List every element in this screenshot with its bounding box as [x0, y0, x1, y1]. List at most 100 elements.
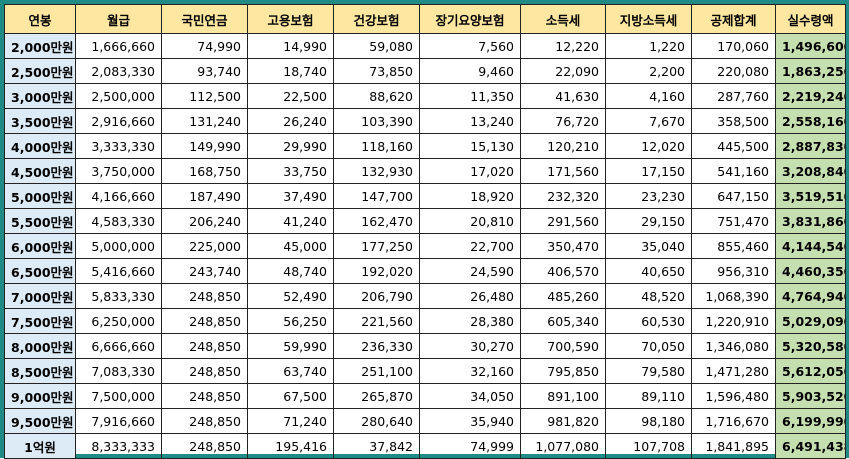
cell-national-pension: 168,750	[161, 158, 248, 184]
cell-employment-insurance: 41,240	[247, 208, 334, 234]
header-annual-salary: 연봉	[4, 4, 76, 34]
cell-local-income-tax: 48,520	[605, 283, 692, 309]
table-row: 8,000만원 6,666,660 248,850 59,990 236,330 30,2…	[4, 333, 846, 359]
cell-long-term-care: 22,700	[419, 233, 521, 259]
cell-employment-insurance: 71,240	[247, 408, 334, 434]
cell-local-income-tax: 7,670	[605, 108, 692, 134]
cell-annual-salary: 2,500만원	[4, 58, 76, 84]
cell-annual-salary: 9,500만원	[4, 408, 76, 434]
cell-long-term-care: 9,460	[419, 58, 521, 84]
cell-annual-salary: 3,000만원	[4, 83, 76, 109]
cell-employment-insurance: 45,000	[247, 233, 334, 259]
cell-total-deduction: 220,080	[691, 58, 776, 84]
cell-total-deduction: 170,060	[691, 33, 776, 59]
cell-employment-insurance: 18,740	[247, 58, 334, 84]
cell-local-income-tax: 107,708	[605, 433, 692, 459]
cell-employment-insurance: 37,490	[247, 183, 334, 209]
cell-income-tax: 795,850	[520, 358, 606, 384]
cell-employment-insurance: 63,740	[247, 358, 334, 384]
cell-local-income-tax: 2,200	[605, 58, 692, 84]
cell-employment-insurance: 56,250	[247, 308, 334, 334]
cell-health-insurance: 147,700	[333, 183, 420, 209]
cell-national-pension: 248,850	[161, 408, 248, 434]
cell-employment-insurance: 33,750	[247, 158, 334, 184]
cell-health-insurance: 118,160	[333, 133, 420, 159]
cell-health-insurance: 59,080	[333, 33, 420, 59]
table-row: 4,000만원 3,333,330 149,990 29,990 118,160 15,1…	[4, 133, 846, 159]
cell-total-deduction: 855,460	[691, 233, 776, 259]
cell-income-tax: 232,320	[520, 183, 606, 209]
cell-monthly-salary: 7,500,000	[75, 383, 162, 409]
cell-monthly-salary: 7,083,330	[75, 358, 162, 384]
cell-long-term-care: 24,590	[419, 258, 521, 284]
table-row: 2,500만원 2,083,330 93,740 18,740 73,850 9,460 2…	[4, 58, 846, 84]
header-national-pension: 국민연금	[161, 4, 248, 34]
cell-long-term-care: 28,380	[419, 308, 521, 334]
cell-local-income-tax: 98,180	[605, 408, 692, 434]
cell-local-income-tax: 1,220	[605, 33, 692, 59]
cell-health-insurance: 103,390	[333, 108, 420, 134]
table-row: 9,000만원 7,500,000 248,850 67,500 265,870 34,0…	[4, 383, 846, 409]
table-row: 7,000만원 5,833,330 248,850 52,490 206,790 26,4…	[4, 283, 846, 309]
header-health-insurance: 건강보험	[333, 4, 420, 34]
cell-health-insurance: 280,640	[333, 408, 420, 434]
cell-annual-salary: 7,500만원	[4, 308, 76, 334]
cell-monthly-salary: 8,333,333	[75, 433, 162, 459]
cell-employment-insurance: 67,500	[247, 383, 334, 409]
cell-income-tax: 22,090	[520, 58, 606, 84]
cell-total-deduction: 541,160	[691, 158, 776, 184]
cell-monthly-salary: 5,000,000	[75, 233, 162, 259]
cell-total-deduction: 358,500	[691, 108, 776, 134]
table-row: 7,500만원 6,250,000 248,850 56,250 221,560 28,3…	[4, 308, 846, 334]
cell-employment-insurance: 26,240	[247, 108, 334, 134]
cell-monthly-salary: 6,250,000	[75, 308, 162, 334]
cell-income-tax: 171,560	[520, 158, 606, 184]
cell-employment-insurance: 52,490	[247, 283, 334, 309]
cell-health-insurance: 251,100	[333, 358, 420, 384]
cell-local-income-tax: 29,150	[605, 208, 692, 234]
cell-annual-salary: 4,500만원	[4, 158, 76, 184]
cell-net-pay: 2,219,240	[775, 83, 846, 109]
cell-total-deduction: 1,841,895	[691, 433, 776, 459]
header-net-pay: 실수령액	[775, 4, 846, 34]
cell-national-pension: 243,740	[161, 258, 248, 284]
cell-monthly-salary: 2,916,660	[75, 108, 162, 134]
cell-total-deduction: 956,310	[691, 258, 776, 284]
cell-monthly-salary: 2,083,330	[75, 58, 162, 84]
cell-local-income-tax: 12,020	[605, 133, 692, 159]
cell-health-insurance: 206,790	[333, 283, 420, 309]
cell-income-tax: 76,720	[520, 108, 606, 134]
cell-long-term-care: 18,920	[419, 183, 521, 209]
cell-national-pension: 74,990	[161, 33, 248, 59]
cell-income-tax: 1,077,080	[520, 433, 606, 459]
cell-income-tax: 485,260	[520, 283, 606, 309]
header-income-tax: 소득세	[520, 4, 606, 34]
cell-health-insurance: 162,470	[333, 208, 420, 234]
cell-annual-salary: 6,500만원	[4, 258, 76, 284]
cell-net-pay: 4,460,350	[775, 258, 846, 284]
cell-annual-salary: 2,000만원	[4, 33, 76, 59]
header-local-income-tax: 지방소득세	[605, 4, 692, 34]
cell-national-pension: 248,850	[161, 358, 248, 384]
cell-long-term-care: 11,350	[419, 83, 521, 109]
cell-health-insurance: 192,020	[333, 258, 420, 284]
table-row: 8,500만원 7,083,330 248,850 63,740 251,100 32,1…	[4, 358, 846, 384]
cell-income-tax: 981,820	[520, 408, 606, 434]
cell-total-deduction: 1,471,280	[691, 358, 776, 384]
cell-total-deduction: 751,470	[691, 208, 776, 234]
cell-monthly-salary: 5,833,330	[75, 283, 162, 309]
cell-health-insurance: 88,620	[333, 83, 420, 109]
cell-annual-salary: 9,000만원	[4, 383, 76, 409]
cell-local-income-tax: 60,530	[605, 308, 692, 334]
cell-net-pay: 2,887,830	[775, 133, 846, 159]
cell-local-income-tax: 40,650	[605, 258, 692, 284]
header-row: 연봉 월급 국민연금 고용보험 건강보험 장기요양보험 소득세 지방소득세 공제…	[4, 4, 846, 34]
cell-total-deduction: 647,150	[691, 183, 776, 209]
cell-employment-insurance: 29,990	[247, 133, 334, 159]
cell-income-tax: 350,470	[520, 233, 606, 259]
cell-monthly-salary: 5,416,660	[75, 258, 162, 284]
cell-net-pay: 4,144,540	[775, 233, 846, 259]
cell-long-term-care: 34,050	[419, 383, 521, 409]
cell-local-income-tax: 4,160	[605, 83, 692, 109]
